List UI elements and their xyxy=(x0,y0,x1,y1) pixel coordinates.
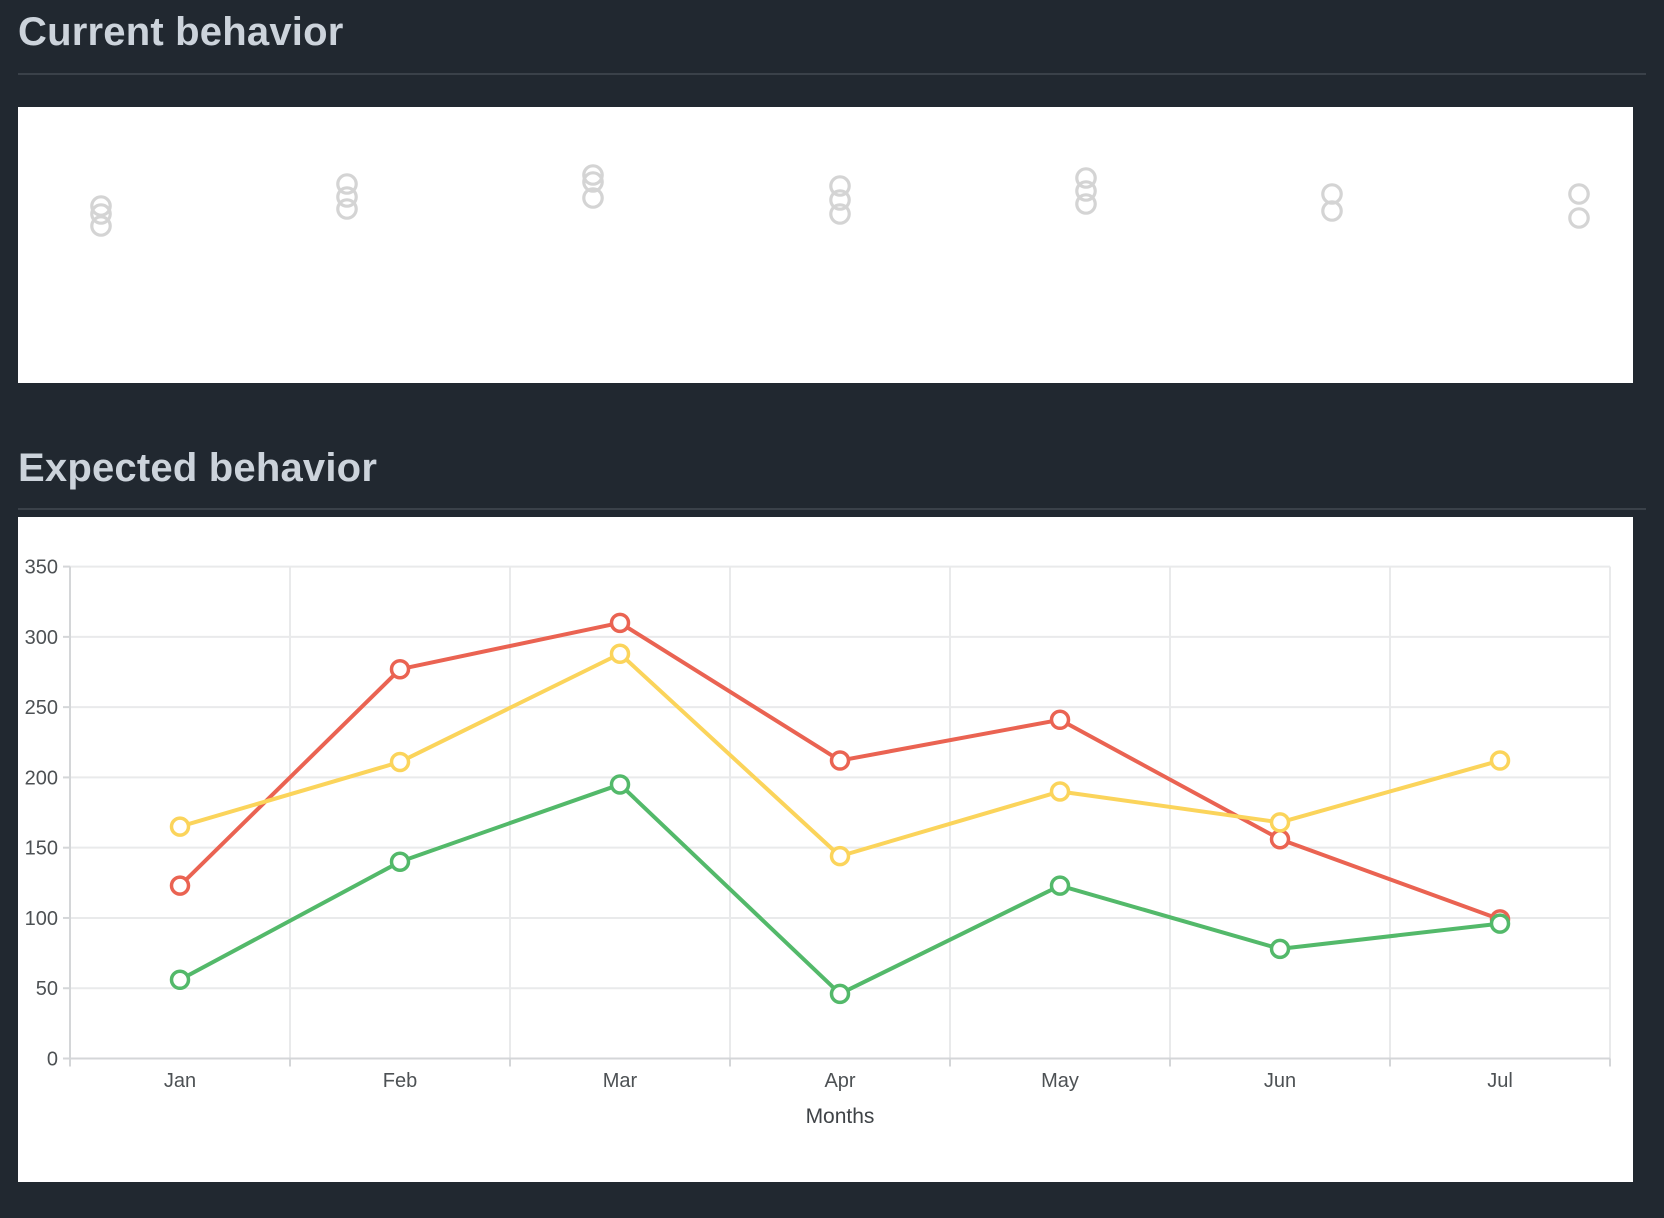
collapsed-point-marker xyxy=(1568,183,1590,205)
collapsed-point-marker xyxy=(829,175,851,197)
collapsed-point-marker xyxy=(582,187,604,209)
current-behavior-chart-canvas xyxy=(90,164,1590,237)
section-title-expected: Expected behavior xyxy=(18,446,378,490)
expected-behavior-chart-canvas: 0 50 100 150 200 250 300 350 Jan Feb Mar Apr May Jun J… xyxy=(25,557,1611,1128)
data-point-marker-red xyxy=(169,875,191,896)
collapsed-point-marker xyxy=(582,171,604,193)
collapsed-point-marker xyxy=(582,164,604,186)
y-tick-label: 200 xyxy=(25,767,58,789)
collapsed-point-marker xyxy=(829,189,851,211)
collapsed-point-marker xyxy=(1568,207,1590,229)
data-point-marker-yellow xyxy=(1269,812,1291,833)
data-point-marker-yellow xyxy=(389,751,411,773)
x-axis-title: Months xyxy=(806,1105,875,1128)
section-title-current: Current behavior xyxy=(18,10,344,54)
data-point-marker-yellow xyxy=(169,816,191,837)
collapsed-point-marker xyxy=(90,215,112,237)
x-tick-label: Jul xyxy=(1487,1070,1513,1092)
data-point-marker-green xyxy=(389,851,411,872)
data-point-marker-yellow xyxy=(1489,750,1511,771)
y-tick-label: 300 xyxy=(25,627,58,649)
expected-behavior-chart-panel[interactable]: 0 50 100 150 200 250 300 350 Jan Feb Mar Apr May Jun J… xyxy=(18,517,1633,1182)
collapsed-point-marker xyxy=(90,203,112,225)
data-point-marker-red xyxy=(1269,829,1291,850)
y-tick-label: 0 xyxy=(47,1049,58,1071)
data-point-marker-red xyxy=(609,612,631,634)
data-point-marker-green xyxy=(829,983,851,1005)
data-point-marker-red xyxy=(1049,709,1071,731)
x-tick-label: Mar xyxy=(603,1070,638,1092)
x-tick-label: May xyxy=(1041,1070,1079,1092)
collapsed-point-marker xyxy=(336,198,358,220)
data-point-marker-yellow xyxy=(1049,781,1071,802)
x-tick-label: Jun xyxy=(1264,1070,1296,1092)
collapsed-point-marker xyxy=(1321,200,1343,222)
collapsed-point-marker xyxy=(336,186,358,208)
data-point-marker-green xyxy=(1489,913,1511,934)
collapsed-point-marker xyxy=(1075,193,1097,215)
data-point-marker-yellow xyxy=(609,643,631,664)
data-point-marker-green xyxy=(1269,938,1291,960)
data-point-marker-green xyxy=(169,969,191,991)
y-tick-label: 150 xyxy=(25,838,58,860)
y-tick-label: 100 xyxy=(25,908,58,930)
collapsed-point-marker xyxy=(1075,167,1097,189)
y-tick-label: 50 xyxy=(36,978,58,1000)
data-point-marker-red xyxy=(829,750,851,771)
x-tick-label: Jan xyxy=(164,1070,196,1092)
y-tick-label: 250 xyxy=(25,697,58,719)
data-point-marker-green xyxy=(1049,875,1071,896)
data-point-marker-yellow xyxy=(829,845,851,867)
data-point-marker-red xyxy=(389,658,411,680)
collapsed-point-marker xyxy=(1075,180,1097,202)
collapsed-point-marker xyxy=(829,203,851,225)
current-behavior-chart-panel[interactable] xyxy=(18,107,1633,383)
y-tick-label: 350 xyxy=(25,557,58,579)
x-tick-label: Feb xyxy=(383,1070,417,1092)
x-tick-label: Apr xyxy=(824,1070,855,1092)
section-divider xyxy=(18,508,1646,510)
collapsed-point-marker xyxy=(336,173,358,195)
section-divider xyxy=(18,73,1646,75)
data-point-marker-green xyxy=(609,774,631,795)
collapsed-point-marker xyxy=(90,195,112,217)
